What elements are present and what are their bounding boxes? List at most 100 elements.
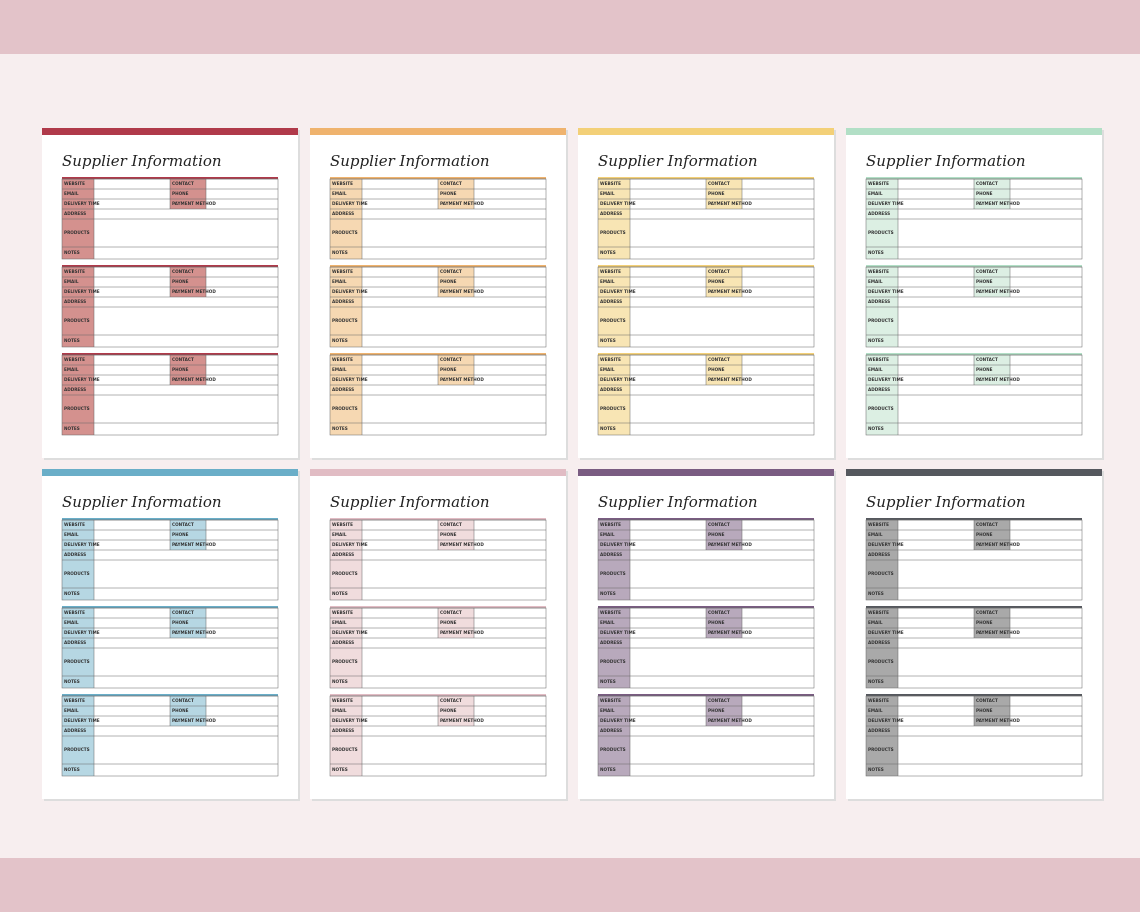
page-title: Supplier Information xyxy=(598,493,758,511)
field-label: DELIVERY TIME xyxy=(868,542,904,547)
field-label: WEBSITE xyxy=(600,610,621,615)
field-label: EMAIL xyxy=(332,191,347,196)
field-label: CONTACT xyxy=(440,269,462,274)
field-label: EMAIL xyxy=(868,367,883,372)
section-rule xyxy=(866,518,1082,520)
field-label: EMAIL xyxy=(868,620,883,625)
field-label: DELIVERY TIME xyxy=(332,201,368,206)
mid-label-column xyxy=(438,179,474,209)
field-label: NOTES xyxy=(868,426,884,431)
field-label: EMAIL xyxy=(332,532,347,537)
page-accent xyxy=(578,469,834,476)
field-label: PRODUCTS xyxy=(332,318,358,323)
field-label: NOTES xyxy=(600,338,616,343)
section-rule xyxy=(866,177,1082,179)
field-label: WEBSITE xyxy=(600,181,621,186)
field-label: NOTES xyxy=(64,679,80,684)
section-rule xyxy=(866,265,1082,267)
field-label: EMAIL xyxy=(332,279,347,284)
field-label: PHONE xyxy=(976,620,993,625)
field-label: PRODUCTS xyxy=(868,406,894,411)
field-label: DELIVERY TIME xyxy=(600,718,636,723)
section-rule xyxy=(598,694,814,696)
field-label: NOTES xyxy=(600,426,616,431)
section-rule xyxy=(866,694,1082,696)
field-label: DELIVERY TIME xyxy=(332,718,368,723)
field-label: EMAIL xyxy=(64,620,79,625)
field-label: PRODUCTS xyxy=(868,318,894,323)
mid-label-column xyxy=(706,520,742,550)
field-label: PAYMENT METHOD xyxy=(172,377,216,382)
field-label: PRODUCTS xyxy=(332,230,358,235)
field-label: PAYMENT METHOD xyxy=(976,289,1020,294)
field-label: CONTACT xyxy=(440,698,462,703)
field-label: NOTES xyxy=(64,250,80,255)
field-label: PHONE xyxy=(976,367,993,372)
section-rule xyxy=(598,606,814,608)
field-label: WEBSITE xyxy=(64,181,85,186)
field-label: CONTACT xyxy=(708,357,730,362)
field-label: PAYMENT METHOD xyxy=(172,718,216,723)
field-label: ADDRESS xyxy=(868,728,890,733)
mid-label-column xyxy=(974,355,1010,385)
field-label: CONTACT xyxy=(708,522,730,527)
field-label: PAYMENT METHOD xyxy=(172,630,216,635)
field-label: PHONE xyxy=(976,708,993,713)
field-label: PRODUCTS xyxy=(600,659,626,664)
field-label: WEBSITE xyxy=(868,357,889,362)
field-label: PRODUCTS xyxy=(600,571,626,576)
page-title: Supplier Information xyxy=(866,493,1026,511)
field-label: EMAIL xyxy=(600,708,615,713)
field-label: NOTES xyxy=(332,426,348,431)
field-label: PRODUCTS xyxy=(600,318,626,323)
mid-label-column xyxy=(706,696,742,726)
field-label: NOTES xyxy=(600,679,616,684)
field-label: WEBSITE xyxy=(64,269,85,274)
section-rule xyxy=(866,353,1082,355)
page-title: Supplier Information xyxy=(598,152,758,170)
field-label: NOTES xyxy=(868,338,884,343)
field-label: PHONE xyxy=(976,532,993,537)
section-rule xyxy=(330,177,546,179)
field-label: PHONE xyxy=(440,367,457,372)
field-label: PRODUCTS xyxy=(868,747,894,752)
field-label: DELIVERY TIME xyxy=(332,630,368,635)
field-label: EMAIL xyxy=(600,191,615,196)
mid-label-column xyxy=(438,267,474,297)
field-label: WEBSITE xyxy=(600,698,621,703)
field-label: NOTES xyxy=(600,250,616,255)
mid-label-column xyxy=(438,608,474,638)
field-label: CONTACT xyxy=(172,522,194,527)
field-label: WEBSITE xyxy=(868,269,889,274)
field-label: WEBSITE xyxy=(64,522,85,527)
field-label: NOTES xyxy=(64,591,80,596)
field-label: EMAIL xyxy=(64,191,79,196)
field-label: ADDRESS xyxy=(64,552,86,557)
field-label: WEBSITE xyxy=(600,269,621,274)
field-label: EMAIL xyxy=(600,279,615,284)
field-label: PHONE xyxy=(172,708,189,713)
field-label: CONTACT xyxy=(440,522,462,527)
field-label: ADDRESS xyxy=(600,211,622,216)
field-label: ADDRESS xyxy=(600,728,622,733)
field-label: PAYMENT METHOD xyxy=(976,718,1020,723)
field-label: NOTES xyxy=(332,250,348,255)
field-label: WEBSITE xyxy=(600,357,621,362)
field-label: PHONE xyxy=(172,279,189,284)
field-label: WEBSITE xyxy=(332,181,353,186)
field-label: WEBSITE xyxy=(64,698,85,703)
section-rule xyxy=(598,265,814,267)
field-label: ADDRESS xyxy=(868,552,890,557)
field-label: ADDRESS xyxy=(64,728,86,733)
field-label: WEBSITE xyxy=(868,698,889,703)
mid-label-column xyxy=(706,608,742,638)
field-label: PHONE xyxy=(440,708,457,713)
field-label: NOTES xyxy=(332,679,348,684)
field-label: CONTACT xyxy=(708,698,730,703)
field-label: PHONE xyxy=(172,367,189,372)
field-label: NOTES xyxy=(600,767,616,772)
field-label: NOTES xyxy=(332,338,348,343)
mid-label-column xyxy=(170,267,206,297)
field-label: DELIVERY TIME xyxy=(64,377,100,382)
mid-label-column xyxy=(706,179,742,209)
